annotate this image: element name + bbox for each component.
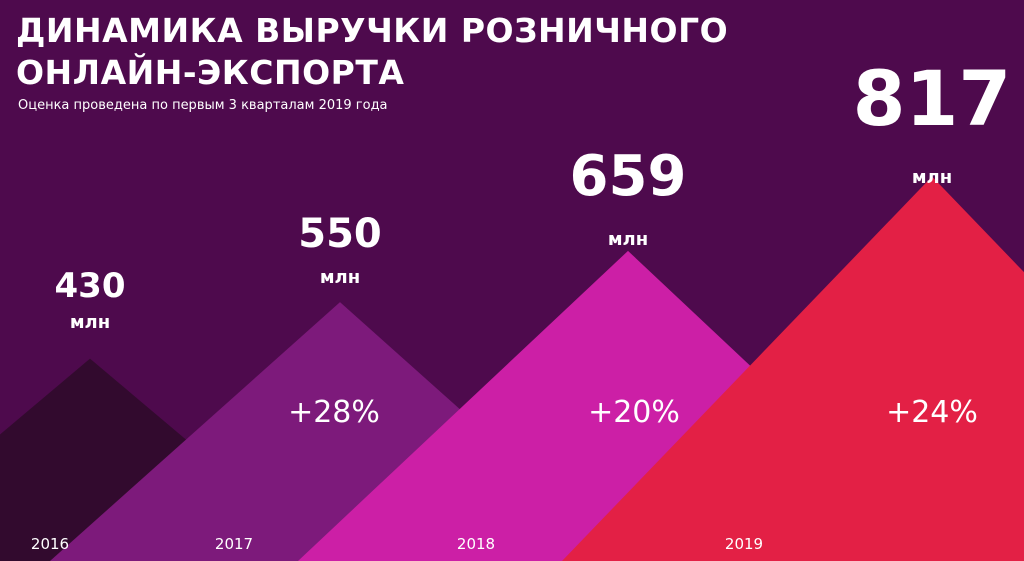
value-label-2019: 817 [853,54,1012,143]
title-line-1: ДИНАМИКА ВЫРУЧКИ РОЗНИЧНОГО [16,11,729,50]
value-label-2018: 659 [570,144,687,209]
growth-label-2018: +20% [588,395,680,430]
subtitle: Оценка проведена по первым 3 кварталам 2… [18,98,388,113]
unit-label-2019: млн [912,167,952,188]
year-label-2016: 2016 [31,535,69,553]
value-label-2017: 550 [298,211,382,257]
title-line-2: ОНЛАЙН-ЭКСПОРТА [16,53,405,92]
growth-label-2019: +24% [886,395,978,430]
unit-label-2016: млн [70,312,110,333]
unit-label-2017: млн [320,267,360,288]
area-peak-2019 [562,176,1024,561]
unit-label-2018: млн [608,229,648,250]
year-label-2019: 2019 [725,535,763,553]
growth-label-2017: +28% [288,395,380,430]
value-label-2016: 430 [55,266,126,306]
year-label-2017: 2017 [215,535,253,553]
page-title: ДИНАМИКА ВЫРУЧКИ РОЗНИЧНОГО ОНЛАЙН-ЭКСПО… [16,10,728,94]
year-label-2018: 2018 [457,535,495,553]
